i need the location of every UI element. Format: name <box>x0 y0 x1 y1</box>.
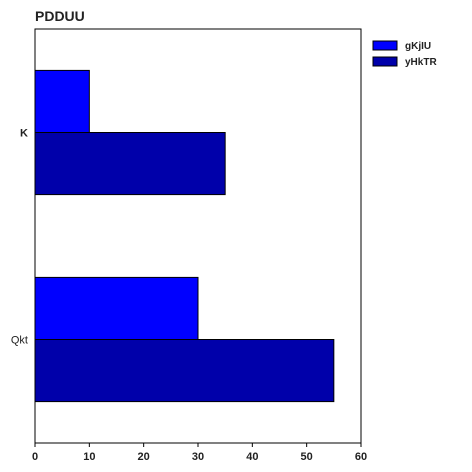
legend-swatch-gKjIU <box>372 40 398 51</box>
legend-label-gKjIU: gKjIU <box>405 41 431 52</box>
bar-yHkTR-K <box>34 132 226 196</box>
y-axis-ticks: K Qkt <box>11 128 28 347</box>
bar-gKjIU-Qkt <box>34 276 199 340</box>
x-tick-label-50: 50 <box>301 451 313 463</box>
x-tick-label-10: 10 <box>83 451 95 463</box>
bar-yHkTR-Qkt <box>34 339 335 403</box>
x-tick-label-40: 40 <box>246 451 258 463</box>
legend-swatch-yHkTR <box>372 56 398 67</box>
x-tick-label-30: 30 <box>192 451 204 463</box>
bars-group <box>34 69 335 403</box>
x-tick-label-60: 60 <box>355 451 367 463</box>
legend-label-yHkTR: yHkTR <box>405 57 437 68</box>
x-tick-label-0: 0 <box>32 451 38 463</box>
y-tick-label-K: K <box>20 128 28 140</box>
x-axis-ticks: 0 10 20 30 40 50 60 <box>32 443 367 463</box>
x-tick-label-20: 20 <box>138 451 150 463</box>
legend: gKjIU yHkTR <box>372 40 437 68</box>
bar-gKjIU-K <box>34 69 90 133</box>
chart-title: PDDUU <box>35 8 85 24</box>
y-tick-label-Qkt: Qkt <box>11 335 28 347</box>
